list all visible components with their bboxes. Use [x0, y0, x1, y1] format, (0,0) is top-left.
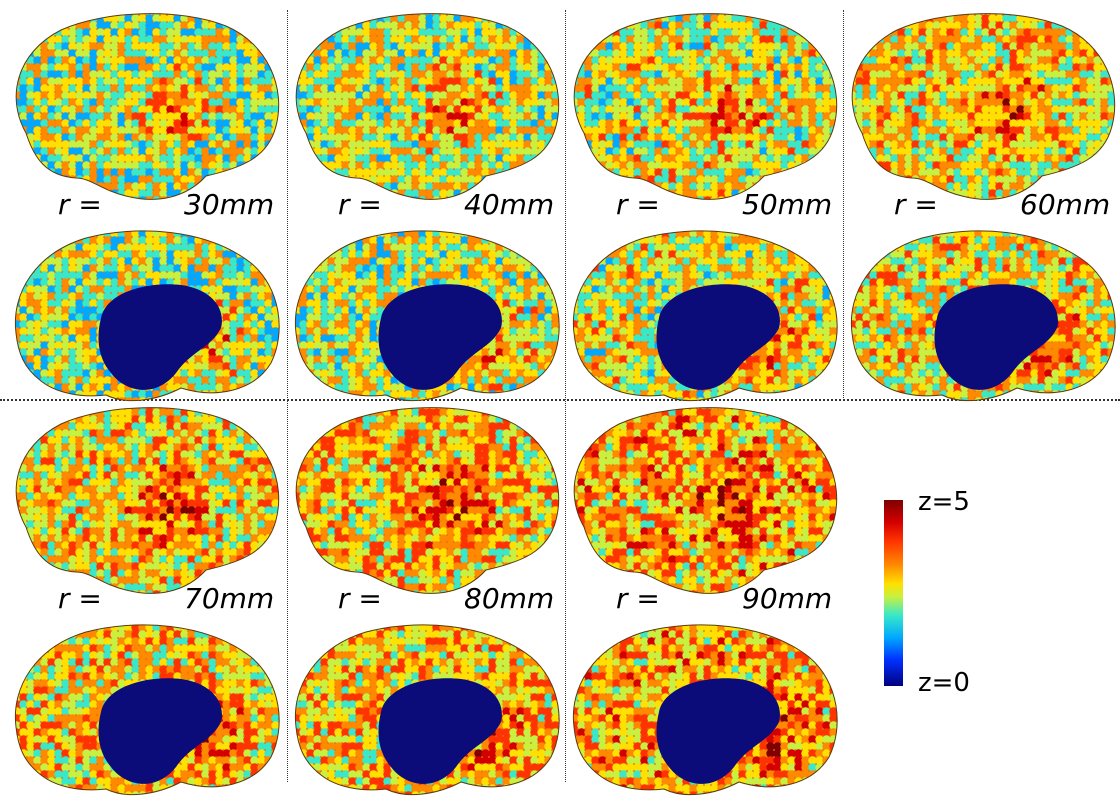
brain-medial-view	[6, 617, 286, 797]
radius-value: 50mm	[742, 191, 832, 219]
brain-lateral-view	[564, 402, 844, 602]
brain-lateral-view	[564, 8, 844, 208]
radius-label: r =	[894, 191, 938, 219]
radius-label: r =	[338, 585, 382, 613]
brain-panel: r = 80mm	[286, 402, 566, 797]
brain-lateral-view	[6, 402, 286, 602]
brain-panel: r = 40mm	[286, 8, 566, 403]
brain-medial-view	[564, 223, 844, 403]
brain-panel: r = 30mm	[6, 8, 286, 403]
brain-medial-view	[564, 617, 844, 797]
radius-label: r =	[58, 585, 102, 613]
brain-lateral-view	[6, 8, 286, 208]
radius-value: 70mm	[184, 585, 274, 613]
colorbar-min-label: z=0	[918, 670, 970, 696]
brain-panel: r = 70mm	[6, 402, 286, 797]
brain-medial-view	[286, 617, 566, 797]
radius-label: r =	[338, 191, 382, 219]
radius-label: r =	[616, 585, 660, 613]
colorbar-max-label: z=5	[918, 489, 970, 515]
radius-value: 60mm	[1020, 191, 1110, 219]
brain-panel: r = 90mm	[564, 402, 844, 797]
brain-lateral-view	[286, 8, 566, 208]
radius-value: 30mm	[184, 191, 274, 219]
radius-value: 90mm	[742, 585, 832, 613]
brain-panel: r = 60mm	[842, 8, 1120, 403]
brain-lateral-view	[842, 8, 1120, 208]
colorbar	[884, 500, 903, 686]
radius-value: 40mm	[464, 191, 554, 219]
brain-medial-view	[6, 223, 286, 403]
radius-label: r =	[58, 191, 102, 219]
brain-medial-view	[842, 223, 1120, 403]
brain-lateral-view	[286, 402, 566, 602]
radius-value: 80mm	[464, 585, 554, 613]
brain-panel: r = 50mm	[564, 8, 844, 403]
radius-label: r =	[616, 191, 660, 219]
brain-medial-view	[286, 223, 566, 403]
